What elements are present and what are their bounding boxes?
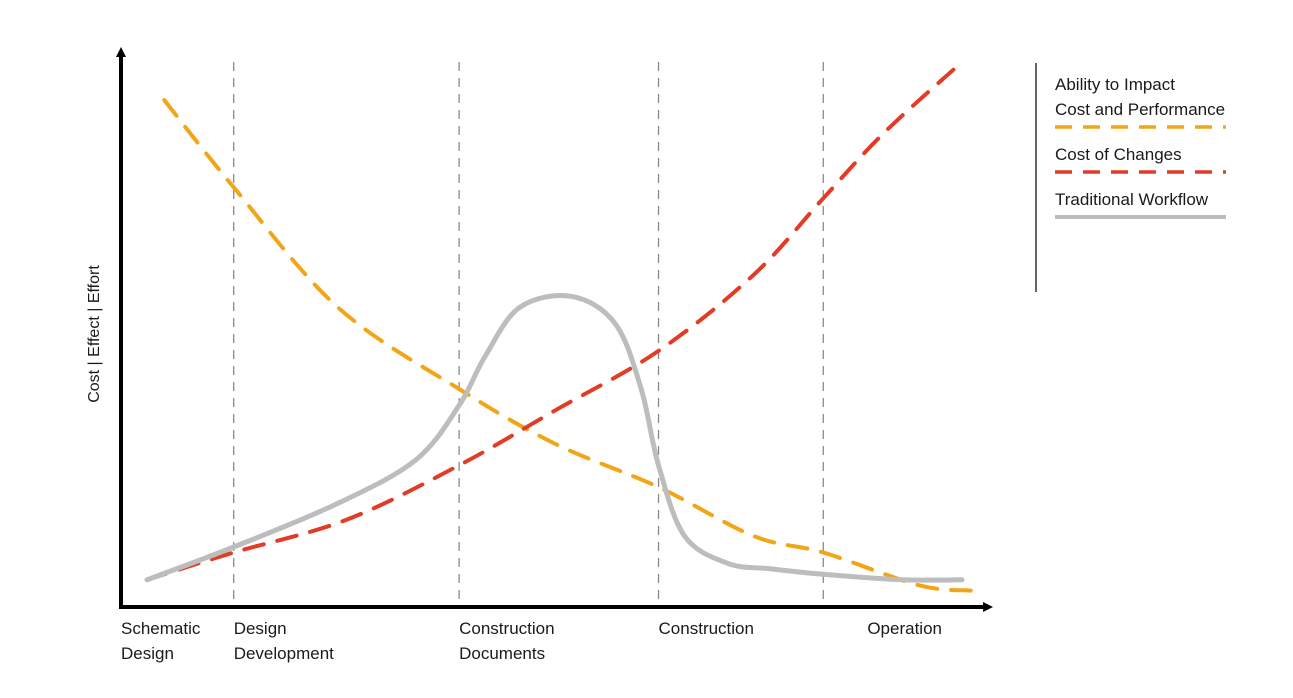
phase-label: Construction Documents xyxy=(459,619,554,663)
phase-label-line: Design xyxy=(234,619,287,638)
legend-label: Ability to Impact xyxy=(1055,75,1175,94)
phase-label: Operation xyxy=(867,619,942,638)
phase-label-line: Documents xyxy=(459,644,545,663)
phase-dividers xyxy=(233,62,824,607)
phase-label-line: Schematic xyxy=(121,619,201,638)
series-line-1 xyxy=(145,60,964,582)
legend-label: Cost of Changes xyxy=(1055,145,1182,164)
phase-label: Design Development xyxy=(234,619,334,663)
phase-labels: Schematic Design Design Development Construc… xyxy=(121,619,942,663)
phase-label: Construction xyxy=(659,619,754,638)
phase-label-line: Construction xyxy=(659,619,754,638)
legend: Ability to Impact Cost and Performance Cos… xyxy=(1055,75,1226,219)
series-layer xyxy=(144,60,973,593)
phase-label-line: Design xyxy=(121,644,174,663)
series-line-0 xyxy=(162,98,973,593)
phase-label-line: Development xyxy=(234,644,334,663)
phase-label-line: Construction xyxy=(459,619,554,638)
y-axis-label: Cost | Effect | Effort xyxy=(86,265,103,403)
phase-label: Schematic Design xyxy=(121,619,201,663)
legend-label: Cost and Performance xyxy=(1055,100,1225,119)
legend-label: Traditional Workflow xyxy=(1055,190,1209,209)
series-line-2 xyxy=(144,293,965,583)
phase-label-line: Operation xyxy=(867,619,942,638)
